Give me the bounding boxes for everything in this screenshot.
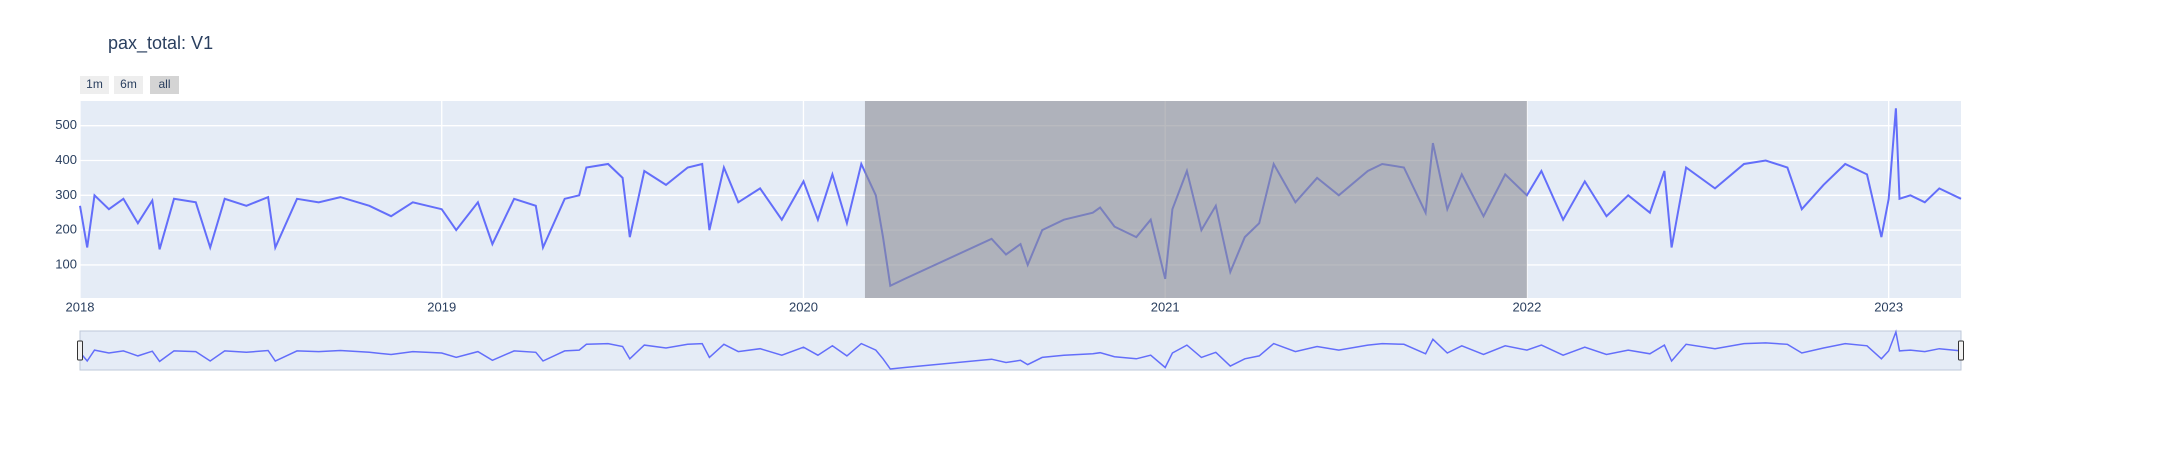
range-button[interactable]: 1m (80, 76, 109, 94)
y-tick-label: 500 (55, 117, 77, 132)
x-tick-label: 2022 (1512, 299, 1541, 314)
button-bg (80, 76, 109, 94)
highlight-region (864, 101, 1527, 298)
x-tick-label: 2021 (1151, 299, 1180, 314)
x-tick-label: 2019 (427, 299, 456, 314)
range-button[interactable]: all (150, 76, 179, 94)
button-label: all (158, 77, 170, 91)
y-tick-label: 300 (55, 187, 77, 202)
button-bg (150, 76, 179, 94)
x-tick-label: 2020 (789, 299, 818, 314)
rangeslider-handle[interactable] (1958, 340, 1964, 361)
x-tick-label: 2018 (66, 299, 95, 314)
rangeslider-background (79, 330, 1962, 371)
button-label: 1m (86, 77, 103, 91)
range-button[interactable]: 6m (114, 76, 143, 94)
button-label: 6m (120, 77, 137, 91)
y-tick-label: 100 (55, 256, 77, 271)
y-tick-label: 400 (55, 152, 77, 167)
button-bg (114, 76, 143, 94)
y-tick-label: 200 (55, 222, 77, 237)
rangeslider-handle[interactable] (77, 340, 83, 361)
chart-title: pax_total: V1 (108, 33, 213, 54)
x-tick-label: 2023 (1874, 299, 1903, 314)
rangeslider-line (79, 329, 1962, 370)
